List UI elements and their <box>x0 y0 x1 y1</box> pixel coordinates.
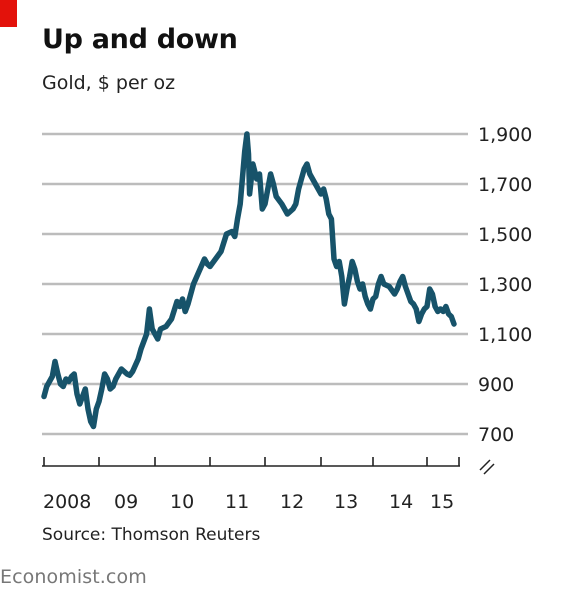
chart-subtitle: Gold, $ per oz <box>42 72 176 94</box>
x-tick-label-2009: 09 <box>114 491 138 513</box>
y-tick-label-1100: 1,100 <box>478 324 532 346</box>
brand-logo-text: Economist.com <box>0 566 147 588</box>
x-tick-label-2015: 15 <box>430 491 454 513</box>
axis-break-icon <box>479 459 495 475</box>
x-axis <box>42 457 495 475</box>
y-tick-label-700: 700 <box>478 424 514 446</box>
y-tick-label-1900: 1,900 <box>478 124 532 146</box>
series-line-0 <box>41 131 457 430</box>
y-tick-label-1500: 1,500 <box>478 224 532 246</box>
y-tick-label-1700: 1,700 <box>478 174 532 196</box>
y-tick-label-1300: 1,300 <box>478 274 532 296</box>
x-tick-label-2013: 13 <box>334 491 358 513</box>
source-note: Source: Thomson Reuters <box>42 525 261 545</box>
chart-title: Up and down <box>42 24 238 55</box>
x-tick-label-2014: 14 <box>389 491 413 513</box>
x-tick-label-2010: 10 <box>170 491 194 513</box>
data-series <box>41 131 457 430</box>
x-tick-label-2011: 11 <box>225 491 249 513</box>
y-tick-label-900: 900 <box>478 374 514 396</box>
x-tick-label-2008: 2008 <box>43 491 91 513</box>
x-tick-labels: 2008 09 10 11 12 13 14 15 <box>43 491 454 513</box>
x-tick-label-2012: 12 <box>280 491 304 513</box>
y-tick-labels: 700 900 1,100 1,300 1,500 1,700 1,900 <box>478 124 532 446</box>
brand-accent-tag <box>0 0 17 27</box>
